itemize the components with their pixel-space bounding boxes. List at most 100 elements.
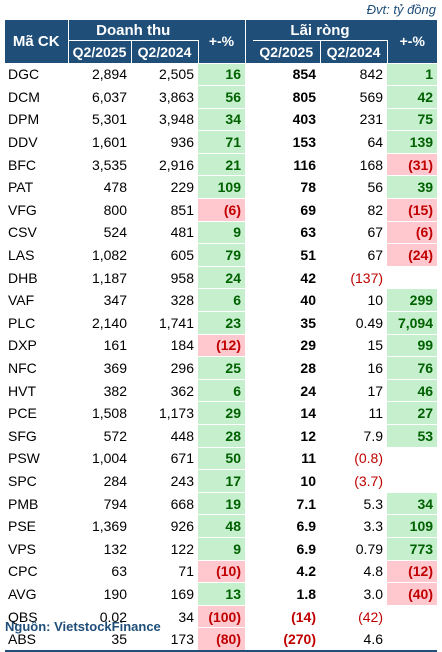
profit-q2024: (42) [320, 605, 388, 629]
revenue-change: 34 [198, 108, 245, 132]
profit-q2025: 4.2 [253, 560, 320, 584]
table-row: BFC 3,535 2,916 21 116 168 (31) [5, 153, 438, 177]
gap-cell [245, 447, 253, 471]
header-revenue-q2024: Q2/2024 [131, 40, 199, 63]
gap-cell [245, 582, 253, 606]
gap-cell [245, 356, 253, 380]
gap-cell [245, 424, 253, 448]
ticker-code: SPC [5, 469, 68, 493]
revenue-q2025: 1,187 [68, 266, 131, 290]
gap-cell [245, 63, 253, 87]
profit-change: (6) [387, 221, 438, 245]
profit-q2025: 40 [253, 288, 320, 313]
revenue-q2024: 243 [131, 469, 198, 493]
table-row: DHB 1,187 958 24 42 (137) [5, 266, 438, 290]
profit-change: (40) [387, 582, 438, 606]
profit-q2024: 231 [320, 108, 388, 132]
revenue-q2025: 0.02 [68, 605, 131, 629]
profit-q2025: 51 [253, 243, 320, 267]
profit-q2024: 17 [320, 379, 388, 403]
revenue-q2024: 296 [131, 356, 198, 380]
gap-cell [245, 492, 253, 516]
revenue-q2025: 347 [68, 288, 131, 313]
unit-note: Đvt: tỷ đồng [366, 2, 436, 17]
revenue-change: 16 [198, 63, 245, 87]
profit-q2024: 3.3 [320, 514, 388, 538]
table-row: DDV 1,601 936 71 153 64 139 [5, 130, 438, 154]
profit-q2024: 4.6 [320, 627, 388, 652]
gap-cell [245, 560, 253, 584]
profit-q2025: 29 [253, 334, 320, 358]
profit-change: 109 [387, 514, 438, 538]
profit-q2025: 805 [253, 85, 320, 109]
gap-cell [245, 85, 253, 109]
profit-change [387, 627, 438, 652]
header-revenue-change: +-% [198, 20, 246, 64]
revenue-change: 25 [198, 356, 245, 380]
profit-q2024: 569 [320, 85, 388, 109]
profit-change: 39 [387, 175, 438, 200]
profit-change: 75 [387, 108, 438, 132]
revenue-q2025: 1,508 [68, 401, 131, 425]
revenue-q2025: 572 [68, 424, 131, 448]
revenue-q2024: 851 [131, 198, 198, 222]
revenue-change: 21 [198, 153, 245, 177]
table-row: PSW 1,004 671 50 11 (0.8) [5, 447, 438, 471]
profit-change: 53 [387, 424, 438, 448]
ticker-code: DGC [5, 63, 68, 87]
revenue-q2024: 362 [131, 379, 198, 403]
revenue-change: 71 [198, 130, 245, 154]
revenue-q2024: 122 [131, 537, 198, 561]
revenue-change: 48 [198, 514, 245, 538]
ticker-code: DXP [5, 334, 68, 358]
table-row: DPM 5,301 3,948 34 403 231 75 [5, 108, 438, 132]
ticker-code: PSE [5, 514, 68, 538]
revenue-q2024: 2,916 [131, 153, 198, 177]
profit-q2025: 153 [253, 130, 320, 154]
profit-q2025: 403 [253, 108, 320, 132]
gap-cell [245, 198, 253, 222]
profit-change [387, 447, 438, 471]
header-profit-change: +-% [387, 20, 438, 64]
table-row: DGC 2,894 2,505 16 854 842 1 [5, 63, 438, 87]
table-row: AVG 190 169 13 1.8 3.0 (40) [5, 582, 438, 606]
header-gap [245, 20, 253, 64]
revenue-q2025: 524 [68, 221, 131, 245]
table-row: CSV 524 481 9 63 67 (6) [5, 221, 438, 245]
profit-q2025: 63 [253, 221, 320, 245]
profit-change: 299 [387, 288, 438, 313]
gap-cell [245, 266, 253, 290]
revenue-q2024: 3,948 [131, 108, 198, 132]
profit-q2024: (0.8) [320, 447, 388, 471]
gap-cell [245, 379, 253, 403]
profit-change: 27 [387, 401, 438, 425]
gap-cell [245, 334, 253, 358]
table-row: DCM 6,037 3,863 56 805 569 42 [5, 85, 438, 109]
revenue-change: 13 [198, 582, 245, 606]
ticker-code: HVT [5, 379, 68, 403]
ticker-code: PAT [5, 175, 68, 200]
revenue-q2024: 448 [131, 424, 198, 448]
profit-q2024: 842 [320, 63, 388, 87]
revenue-change: 109 [198, 175, 245, 200]
profit-q2024: 4.8 [320, 560, 388, 584]
revenue-q2024: 184 [131, 334, 198, 358]
revenue-q2025: 132 [68, 537, 131, 561]
table-row: DXP 161 184 (12) 29 15 99 [5, 334, 438, 358]
revenue-q2024: 71 [131, 560, 198, 584]
ticker-code: PMB [5, 492, 68, 516]
ticker-code: VFG [5, 198, 68, 222]
profit-q2025: 10 [253, 469, 320, 493]
profit-q2024: 15 [320, 334, 388, 358]
profit-change [387, 605, 438, 629]
revenue-q2024: 926 [131, 514, 198, 538]
revenue-change: 50 [198, 447, 245, 471]
profit-q2025: 42 [253, 266, 320, 290]
profit-change: 46 [387, 379, 438, 403]
table-row: VAF 347 328 6 40 10 299 [5, 288, 438, 313]
gap-cell [245, 153, 253, 177]
revenue-change: 6 [198, 379, 245, 403]
revenue-q2025: 1,004 [68, 447, 131, 471]
ticker-code: LAS [5, 243, 68, 267]
header-revenue: Doanh thu [68, 20, 198, 41]
